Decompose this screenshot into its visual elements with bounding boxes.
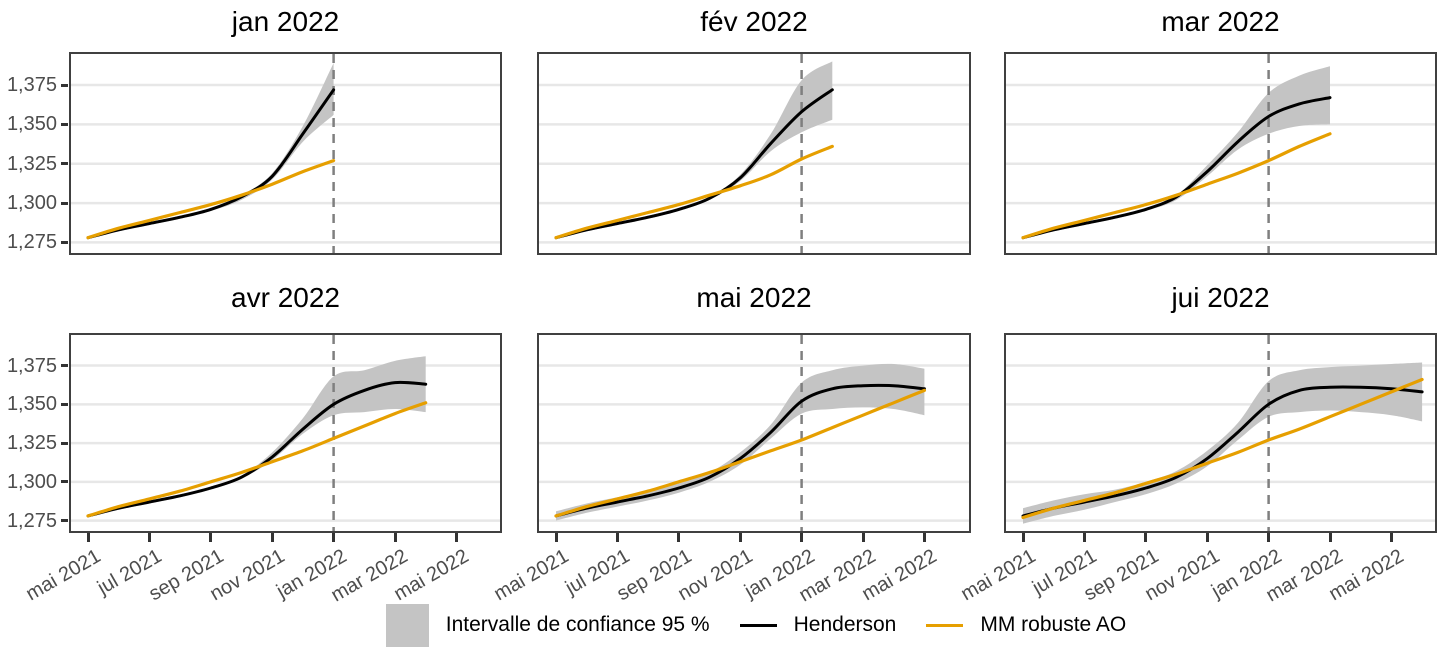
y-axis-label: 1,350: [6, 393, 57, 416]
x-axis-tick: [677, 533, 681, 542]
x-axis-tick: [1328, 533, 1332, 542]
legend-ci-label: Intervalle de confiance 95 %: [445, 613, 710, 636]
ci-band: [1023, 66, 1330, 240]
legend-ci-swatch: [385, 603, 429, 647]
x-axis-label: mai 2021: [490, 545, 573, 606]
robust-line: [86, 401, 428, 518]
plot-panel: [537, 333, 971, 533]
panel-border: [1004, 333, 1437, 533]
plot-panel: [69, 333, 502, 533]
legend-henderson-line-icon: [739, 623, 777, 627]
robust-line: [554, 388, 926, 518]
y-axis-label: 1,300: [6, 470, 57, 493]
x-axis-tick: [270, 533, 274, 542]
x-axis-tick: [861, 533, 865, 542]
y-axis-tick: [61, 162, 68, 166]
ci-band: [88, 63, 334, 240]
legend-robust-line-icon: [926, 623, 964, 627]
legend: Intervalle de confiance 95 % Henderson M…: [0, 601, 1442, 649]
x-axis-tick: [615, 533, 619, 542]
plot-panel: [537, 52, 971, 255]
panel-border: [1004, 52, 1437, 255]
y-axis-label: 1,300: [6, 192, 57, 215]
x-axis-tick: [922, 533, 926, 542]
panel-border: [69, 52, 502, 255]
ci-band: [1023, 362, 1423, 524]
x-axis-tick: [1267, 533, 1271, 542]
y-axis-label: 1,325: [6, 432, 57, 455]
facet-title: jan 2022: [231, 6, 340, 37]
plot-panel: [69, 52, 502, 255]
panel-border: [69, 333, 502, 533]
x-axis-label: mai 2021: [22, 545, 105, 606]
y-axis-label: 1,275: [6, 509, 57, 532]
y-axis-tick: [61, 201, 68, 205]
x-axis-tick: [332, 533, 336, 542]
x-axis-tick: [1205, 533, 1209, 542]
facet-title: jui 2022: [1171, 282, 1270, 313]
x-axis-tick: [209, 533, 213, 542]
plot-panel: [1004, 333, 1437, 533]
x-axis-tick: [1389, 533, 1393, 542]
x-axis-tick: [554, 533, 558, 542]
henderson-line: [554, 88, 834, 240]
robust-line: [554, 144, 834, 240]
facet-title: mai 2022: [696, 282, 812, 313]
y-axis-tick: [61, 441, 68, 445]
panel-border: [537, 52, 971, 255]
y-axis-tick: [61, 83, 68, 87]
y-axis-tick: [61, 402, 68, 406]
y-axis-tick: [61, 364, 68, 368]
x-axis-tick: [147, 533, 151, 542]
x-axis-tick: [393, 533, 397, 542]
y-axis-label: 1,350: [6, 113, 57, 136]
x-axis-tick: [738, 533, 742, 542]
x-axis-tick: [454, 533, 458, 542]
y-axis-label: 1,275: [6, 231, 57, 254]
y-axis-label: 1,375: [6, 74, 57, 97]
facet-title: mar 2022: [1161, 6, 1280, 37]
ci-band: [556, 61, 833, 240]
x-axis-tick: [1021, 533, 1025, 542]
facet-title: avr 2022: [231, 282, 340, 313]
x-axis-tick: [86, 533, 90, 542]
y-axis-tick: [61, 519, 68, 523]
facet-title: fév 2022: [700, 6, 808, 37]
henderson-line: [554, 383, 926, 518]
legend-robust-label: MM robuste AO: [980, 613, 1127, 636]
plot-panel: [1004, 52, 1437, 255]
x-axis-label: mai 2021: [957, 545, 1040, 606]
robust-line: [1021, 132, 1332, 240]
ci-band: [88, 356, 426, 518]
y-axis-tick: [61, 480, 68, 484]
robust-line: [1021, 377, 1424, 520]
y-axis-tick: [61, 122, 68, 126]
y-axis-label: 1,375: [6, 354, 57, 377]
ci-band: [556, 363, 925, 521]
y-axis-label: 1,325: [6, 152, 57, 175]
robust-line: [86, 159, 336, 240]
panel-border: [537, 333, 971, 533]
x-axis-tick: [800, 533, 804, 542]
y-axis-tick: [61, 240, 68, 244]
henderson-line: [1021, 385, 1424, 518]
legend-henderson-label: Henderson: [793, 613, 897, 636]
x-axis-tick: [1144, 533, 1148, 542]
henderson-line: [86, 88, 336, 240]
x-axis-tick: [1082, 533, 1086, 542]
